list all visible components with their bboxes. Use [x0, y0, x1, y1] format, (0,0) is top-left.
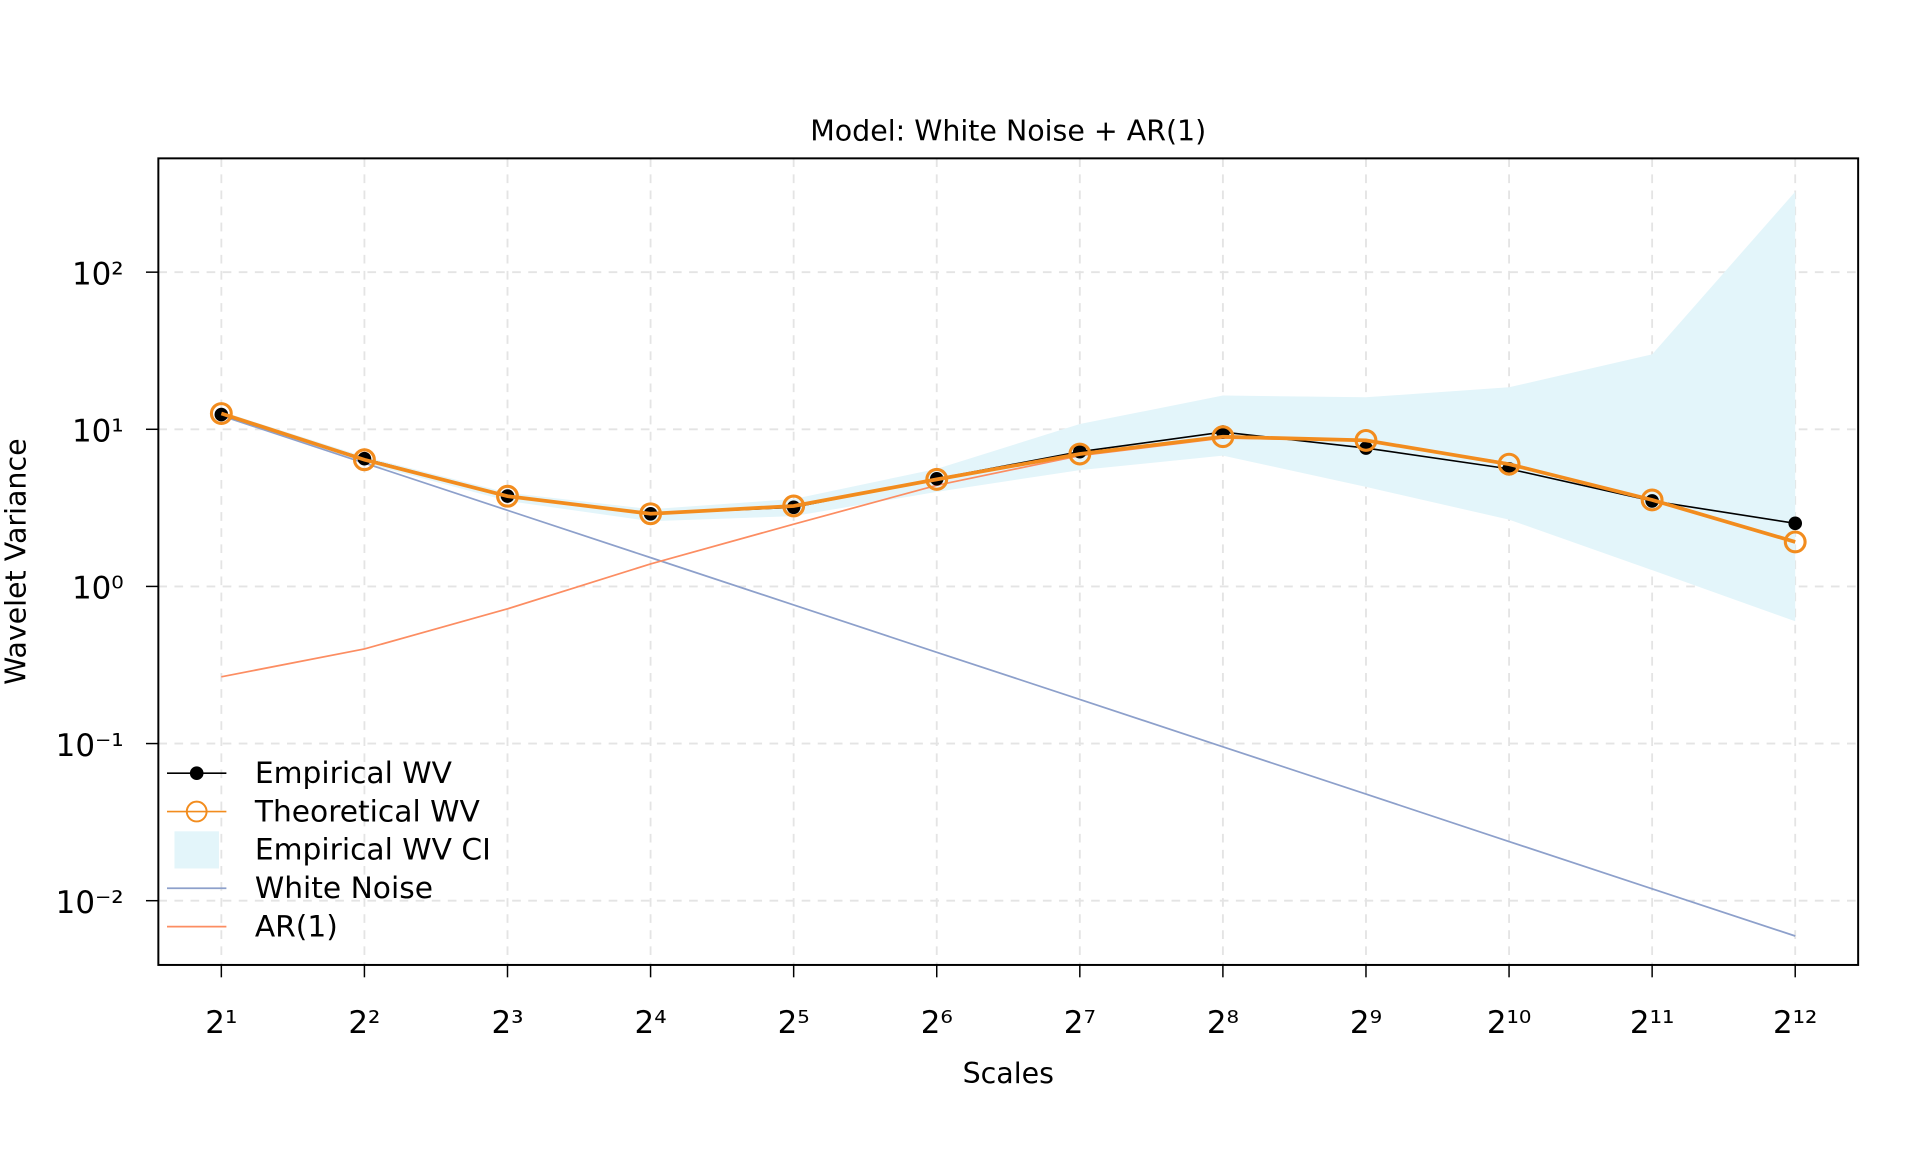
point	[1354, 428, 1378, 452]
x-tick-label: 2¹¹	[1630, 1005, 1674, 1041]
point	[925, 467, 949, 491]
point	[1497, 452, 1521, 476]
point	[352, 448, 376, 472]
x-tick-label: 2¹⁰	[1487, 1005, 1531, 1041]
series-line	[221, 414, 1796, 937]
point	[1640, 488, 1664, 512]
point	[1068, 442, 1092, 466]
x-tick-label: 2³	[491, 1005, 523, 1041]
x-tick-label: 2⁹	[1350, 1005, 1382, 1041]
point	[496, 484, 519, 508]
x-tick-label: 2⁴	[635, 1005, 667, 1041]
x-axis-label: Scales	[963, 1057, 1054, 1090]
chart-title: Model: White Noise + AR(1)	[810, 114, 1206, 147]
x-tick-label: 2⁵	[778, 1005, 810, 1041]
legend-label: AR(1)	[255, 909, 338, 944]
point	[1783, 530, 1807, 554]
legend-marker	[189, 766, 204, 780]
y-tick-label: 10⁻¹	[56, 728, 124, 764]
ci-band	[221, 191, 1796, 622]
x-tick-label: 2²	[348, 1005, 380, 1041]
point	[1788, 516, 1803, 531]
point	[209, 402, 233, 425]
legend-label: Empirical WV	[255, 756, 453, 791]
axes: 2¹ 2² 2³ 2⁴ 2⁵ 2⁶ 2⁷ 2⁸ 2⁹ 2¹⁰ 2¹¹ 2¹² 10² 10¹ 10⁰ 10⁻¹…	[56, 157, 1860, 1041]
plot-frame	[157, 157, 1860, 966]
y-tick-label: 10⁻²	[56, 885, 124, 921]
legend-label: Empirical WV CI	[255, 833, 491, 868]
legend-swatch	[174, 831, 219, 869]
point	[1359, 441, 1373, 455]
x-tick-label: 2¹	[205, 1005, 237, 1041]
point	[782, 494, 806, 518]
x-tick-label: 2⁸	[1207, 1005, 1239, 1041]
y-tick-label: 10¹	[72, 414, 124, 450]
point	[639, 502, 663, 526]
y-axis-label: Wavelet Variance	[0, 438, 32, 684]
y-tick-label: 10⁰	[72, 571, 124, 607]
x-tick-label: 2¹²	[1773, 1005, 1817, 1041]
x-tick-label: 2⁷	[1064, 1005, 1096, 1041]
legend-label: Theoretical WV	[254, 794, 481, 829]
legend-label: White Noise	[255, 871, 433, 906]
y-tick-label: 10²	[72, 256, 124, 292]
series-line	[220, 411, 1796, 544]
x-tick-label: 2⁶	[921, 1005, 953, 1041]
point	[1211, 425, 1235, 449]
plot-data	[209, 191, 1807, 937]
legend-marker	[185, 800, 208, 823]
